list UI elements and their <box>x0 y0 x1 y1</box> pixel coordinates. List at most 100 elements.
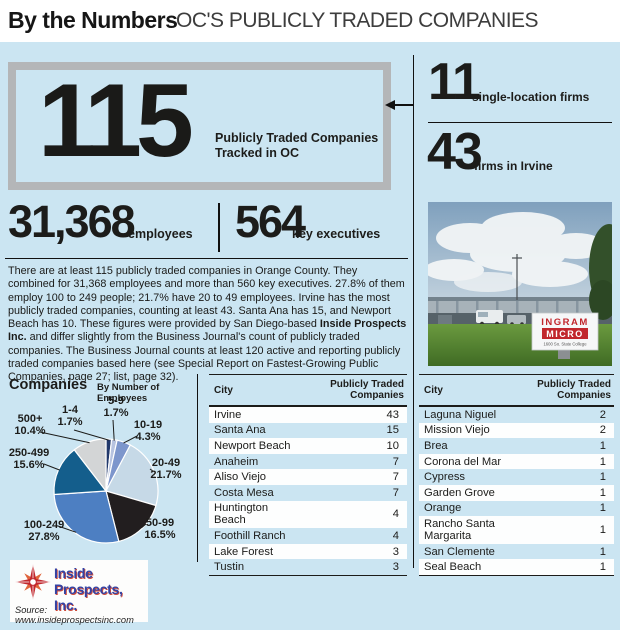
company-count: 1 <box>599 439 606 452</box>
clouds <box>428 212 606 292</box>
table-row: Costa Mesa 7 <box>209 485 407 501</box>
pie-label-pct: 15.6% <box>13 458 45 471</box>
table-row: Tustin 3 <box>209 559 407 575</box>
company-count: 4 <box>392 508 399 521</box>
pie-label-pct: 1.7% <box>57 415 83 428</box>
logo-line2: Prospects, Inc. <box>54 581 123 613</box>
company-count: 7 <box>392 455 399 468</box>
employees-value: 31,368 <box>8 196 136 247</box>
paragraph-before: There are at least 115 publicly traded c… <box>8 265 405 331</box>
table-row: Corona del Mar 1 <box>419 453 614 470</box>
horizontal-divider <box>5 258 408 260</box>
logo-wordmark: Inside Prospects, Inc. <box>54 565 148 613</box>
firms-in-irvine-value: 43 <box>427 123 483 181</box>
pie-label-250-499: 250-499 15.6% <box>0 447 58 471</box>
table-row: Orange 1 <box>419 501 614 517</box>
hero-stat-box: 115 Publicly Traded Companies Tracked in… <box>8 62 391 190</box>
company-count: 1 <box>599 545 606 558</box>
pie-label-range: 100-249 <box>23 519 65 531</box>
employees-label: employees <box>128 227 193 241</box>
table-row: Lake Forest 3 <box>209 543 407 560</box>
pie-label-5-9: 5-9 1.7% <box>96 395 136 419</box>
city-name: Mission Viejo <box>424 424 490 437</box>
source-attribution: Source: www.insideprospectsinc.com <box>15 605 134 625</box>
city-name: Aliso Viejo <box>214 471 267 484</box>
pie-label-10-19: 10-19 4.3% <box>122 419 174 443</box>
pie-label-pct: 27.8% <box>28 530 60 543</box>
table-section-divider <box>197 374 199 562</box>
ingram-micro-sign: INGRAM MICRO 1600 So. State College <box>531 312 599 359</box>
pie-label-range: 50-99 <box>145 517 175 529</box>
pie-label-1-4: 1-4 1.7% <box>48 404 92 428</box>
table-row: Brea 1 <box>419 438 614 454</box>
company-count: 2 <box>599 408 606 421</box>
table-row: Aliso Viejo 7 <box>209 469 407 485</box>
company-count: 7 <box>392 471 399 484</box>
company-count: 3 <box>392 545 399 558</box>
light-pole <box>512 254 522 300</box>
pie-leader-line <box>39 431 90 444</box>
paragraph-bold-company: Inside Prospects Inc. <box>8 318 407 344</box>
city-name: Garden Grove <box>424 486 495 499</box>
page-subtitle: OC'S PUBLICLY TRADED COMPANIES <box>176 9 539 32</box>
table-row: Irvine 43 <box>209 406 407 423</box>
pie-chart-title: Companies <box>9 377 88 393</box>
city-name: Newport Beach <box>214 439 291 452</box>
city-name: Huntington Beach <box>214 502 269 527</box>
pie-leader-line <box>149 468 154 472</box>
company-count: 1 <box>599 561 606 574</box>
company-count: 1 <box>599 455 606 468</box>
logo-line1: Inside <box>54 565 93 581</box>
table-row: Rancho Santa Margarita 1 <box>419 516 614 544</box>
city-name: Laguna Niguel <box>424 408 497 421</box>
cities-table-top: City Publicly Traded Companies Irvine 43 San… <box>209 374 407 576</box>
firms-in-irvine-label: firms in Irvine <box>474 159 553 173</box>
pie-slice-20-49 <box>105 444 159 507</box>
pie-leader-line <box>123 435 138 444</box>
city-name: Brea <box>424 439 448 452</box>
summary-stats-divider <box>218 203 220 252</box>
table-row: Cypress 1 <box>419 469 614 485</box>
pie-label-pct: 16.5% <box>144 528 176 541</box>
company-count: 43 <box>386 408 399 421</box>
column-header-city: City <box>209 374 294 407</box>
pie-chart-section: Companies By Number of Employees 1-4 1.7… <box>0 372 197 568</box>
hero-caption: Publicly Traded Companies Tracked in OC <box>215 131 378 161</box>
arrow-head-icon <box>385 100 395 110</box>
pie-label-range: 20-49 <box>151 457 181 469</box>
sign-line2: MICRO <box>546 329 584 339</box>
table-row: Mission Viejo 2 <box>419 422 614 439</box>
company-count: 4 <box>392 529 399 542</box>
table-row: Foothill Ranch 4 <box>209 528 407 544</box>
hero-caption-line2: Tracked in OC <box>215 146 300 160</box>
vertical-divider <box>413 55 415 568</box>
table-row: Laguna Niguel 2 <box>419 406 614 423</box>
city-name: Corona del Mar <box>424 455 502 468</box>
table-row: San Clemente 1 <box>419 544 614 560</box>
company-count: 10 <box>386 439 399 452</box>
pie-label-range: 500+ <box>17 413 43 425</box>
table-row: Santa Ana 15 <box>209 423 407 439</box>
pie-label-100-249: 100-249 27.8% <box>12 519 76 543</box>
company-count: 1 <box>599 486 606 499</box>
sign-line1: INGRAM <box>541 317 589 328</box>
ingram-micro-building-photo: INGRAM MICRO 1600 So. State College <box>428 202 612 366</box>
table-row: Huntington Beach 4 <box>209 500 407 529</box>
pie-label-range: 1-4 <box>62 404 78 416</box>
company-count: 1 <box>599 523 606 536</box>
page-title: By the Numbers <box>8 7 178 33</box>
employees-pie-chart <box>39 419 159 544</box>
city-name: San Clemente <box>424 545 495 558</box>
city-name: Cypress <box>424 471 466 484</box>
city-name: Seal Beach <box>424 561 482 574</box>
column-header-count: Publicly Traded Companies <box>513 374 614 407</box>
city-name: Rancho Santa Margarita <box>424 517 495 542</box>
company-count: 7 <box>392 486 399 499</box>
compass-rose-icon <box>14 563 52 601</box>
city-name: Santa Ana <box>214 424 266 437</box>
company-count: 1 <box>599 502 606 515</box>
pie-leader-line <box>73 429 109 441</box>
pie-label-range: 250-499 <box>8 447 50 459</box>
key-executives-label: key executives <box>292 227 381 241</box>
